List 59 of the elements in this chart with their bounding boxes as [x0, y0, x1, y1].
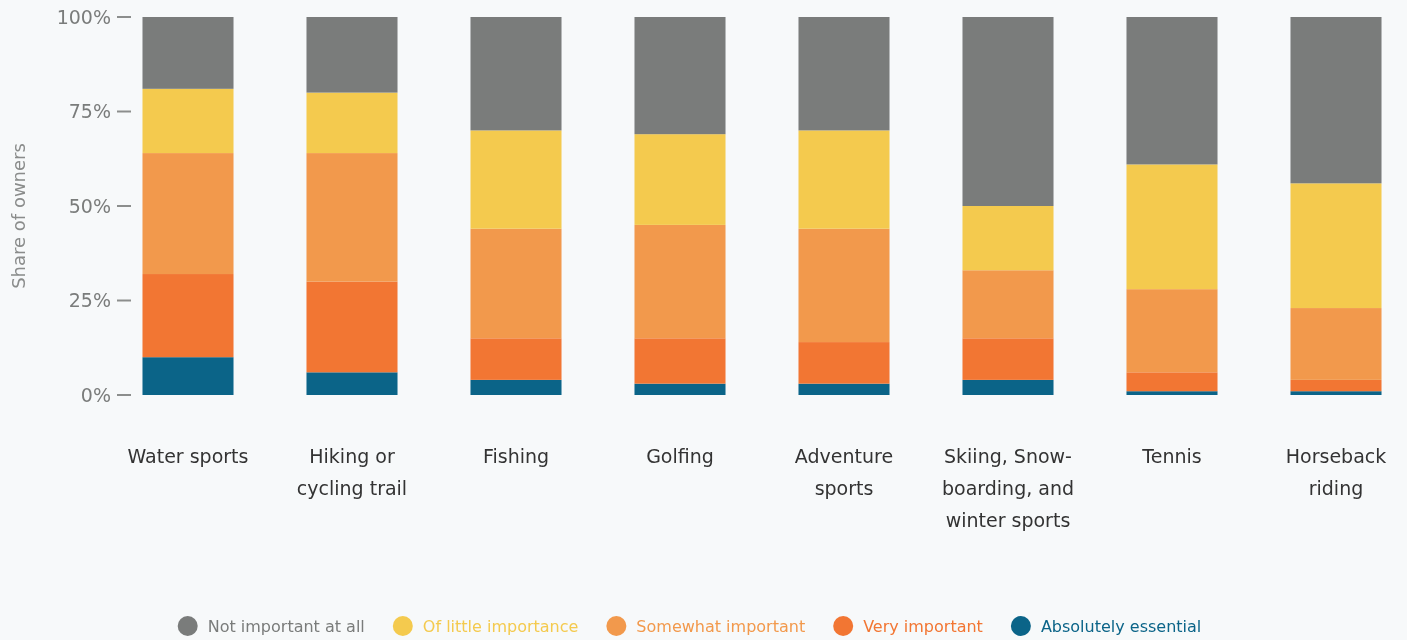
bar: [306, 17, 398, 93]
x-tick-label: Fishing: [482, 445, 550, 467]
bar: [306, 153, 398, 282]
y-axis-title: Share of owners: [8, 143, 29, 289]
bar: [634, 338, 726, 384]
x-tick-label: Water sports: [127, 445, 249, 467]
bar: [634, 134, 726, 225]
bar: [798, 228, 890, 343]
bar: [1290, 17, 1382, 184]
legend-label: Very important: [863, 616, 983, 636]
bar: [306, 281, 398, 373]
bar: [798, 17, 890, 131]
bar: [1290, 379, 1382, 392]
x-tick-label: Adventure sports: [794, 445, 894, 499]
bar: [962, 338, 1054, 380]
bar: [142, 357, 234, 395]
legend-label: Absolutely essential: [1040, 616, 1202, 636]
bar: [142, 88, 234, 154]
bar: [962, 379, 1054, 395]
y-tick-label: 100%: [56, 5, 111, 28]
bar: [142, 274, 234, 358]
legend-label: Of little importance: [422, 616, 579, 636]
bar: [1126, 17, 1218, 165]
bar: [962, 206, 1054, 271]
bar: [634, 17, 726, 135]
bar: [634, 224, 726, 339]
bar: [142, 17, 234, 89]
bar: [470, 379, 562, 395]
bar: [1126, 164, 1218, 290]
bar: [470, 338, 562, 380]
bar: [962, 270, 1054, 339]
x-tick-label: Hiking or cycling trail: [296, 445, 408, 499]
bar: [1126, 372, 1218, 392]
bar: [1290, 183, 1382, 309]
bar: [1290, 308, 1382, 380]
legend-label: Not important at all: [207, 616, 365, 636]
bar: [142, 153, 234, 275]
bar: [1126, 289, 1218, 373]
bar: [470, 17, 562, 131]
legend-label: Somewhat important: [636, 616, 806, 636]
x-tick-label: Horseback riding: [1285, 445, 1387, 499]
bar: [470, 228, 562, 339]
bar: [306, 92, 398, 154]
bar: [798, 383, 890, 395]
x-tick-label: Tennis: [1141, 445, 1202, 467]
x-tick-label: Skiing, Snow-boarding, and winter sports: [941, 445, 1075, 531]
y-tick-label: 75%: [68, 100, 111, 123]
y-tick-label: 0%: [80, 383, 111, 406]
bar: [634, 383, 726, 395]
bar: [1290, 391, 1382, 395]
bar: [470, 130, 562, 229]
bar: [798, 130, 890, 229]
y-tick-label: 25%: [68, 289, 111, 312]
bar: [306, 372, 398, 395]
bar: [798, 342, 890, 384]
bar: [962, 17, 1054, 206]
y-tick-label: 50%: [68, 194, 111, 217]
bar: [1126, 391, 1218, 395]
x-tick-label: Golfing: [646, 445, 714, 467]
